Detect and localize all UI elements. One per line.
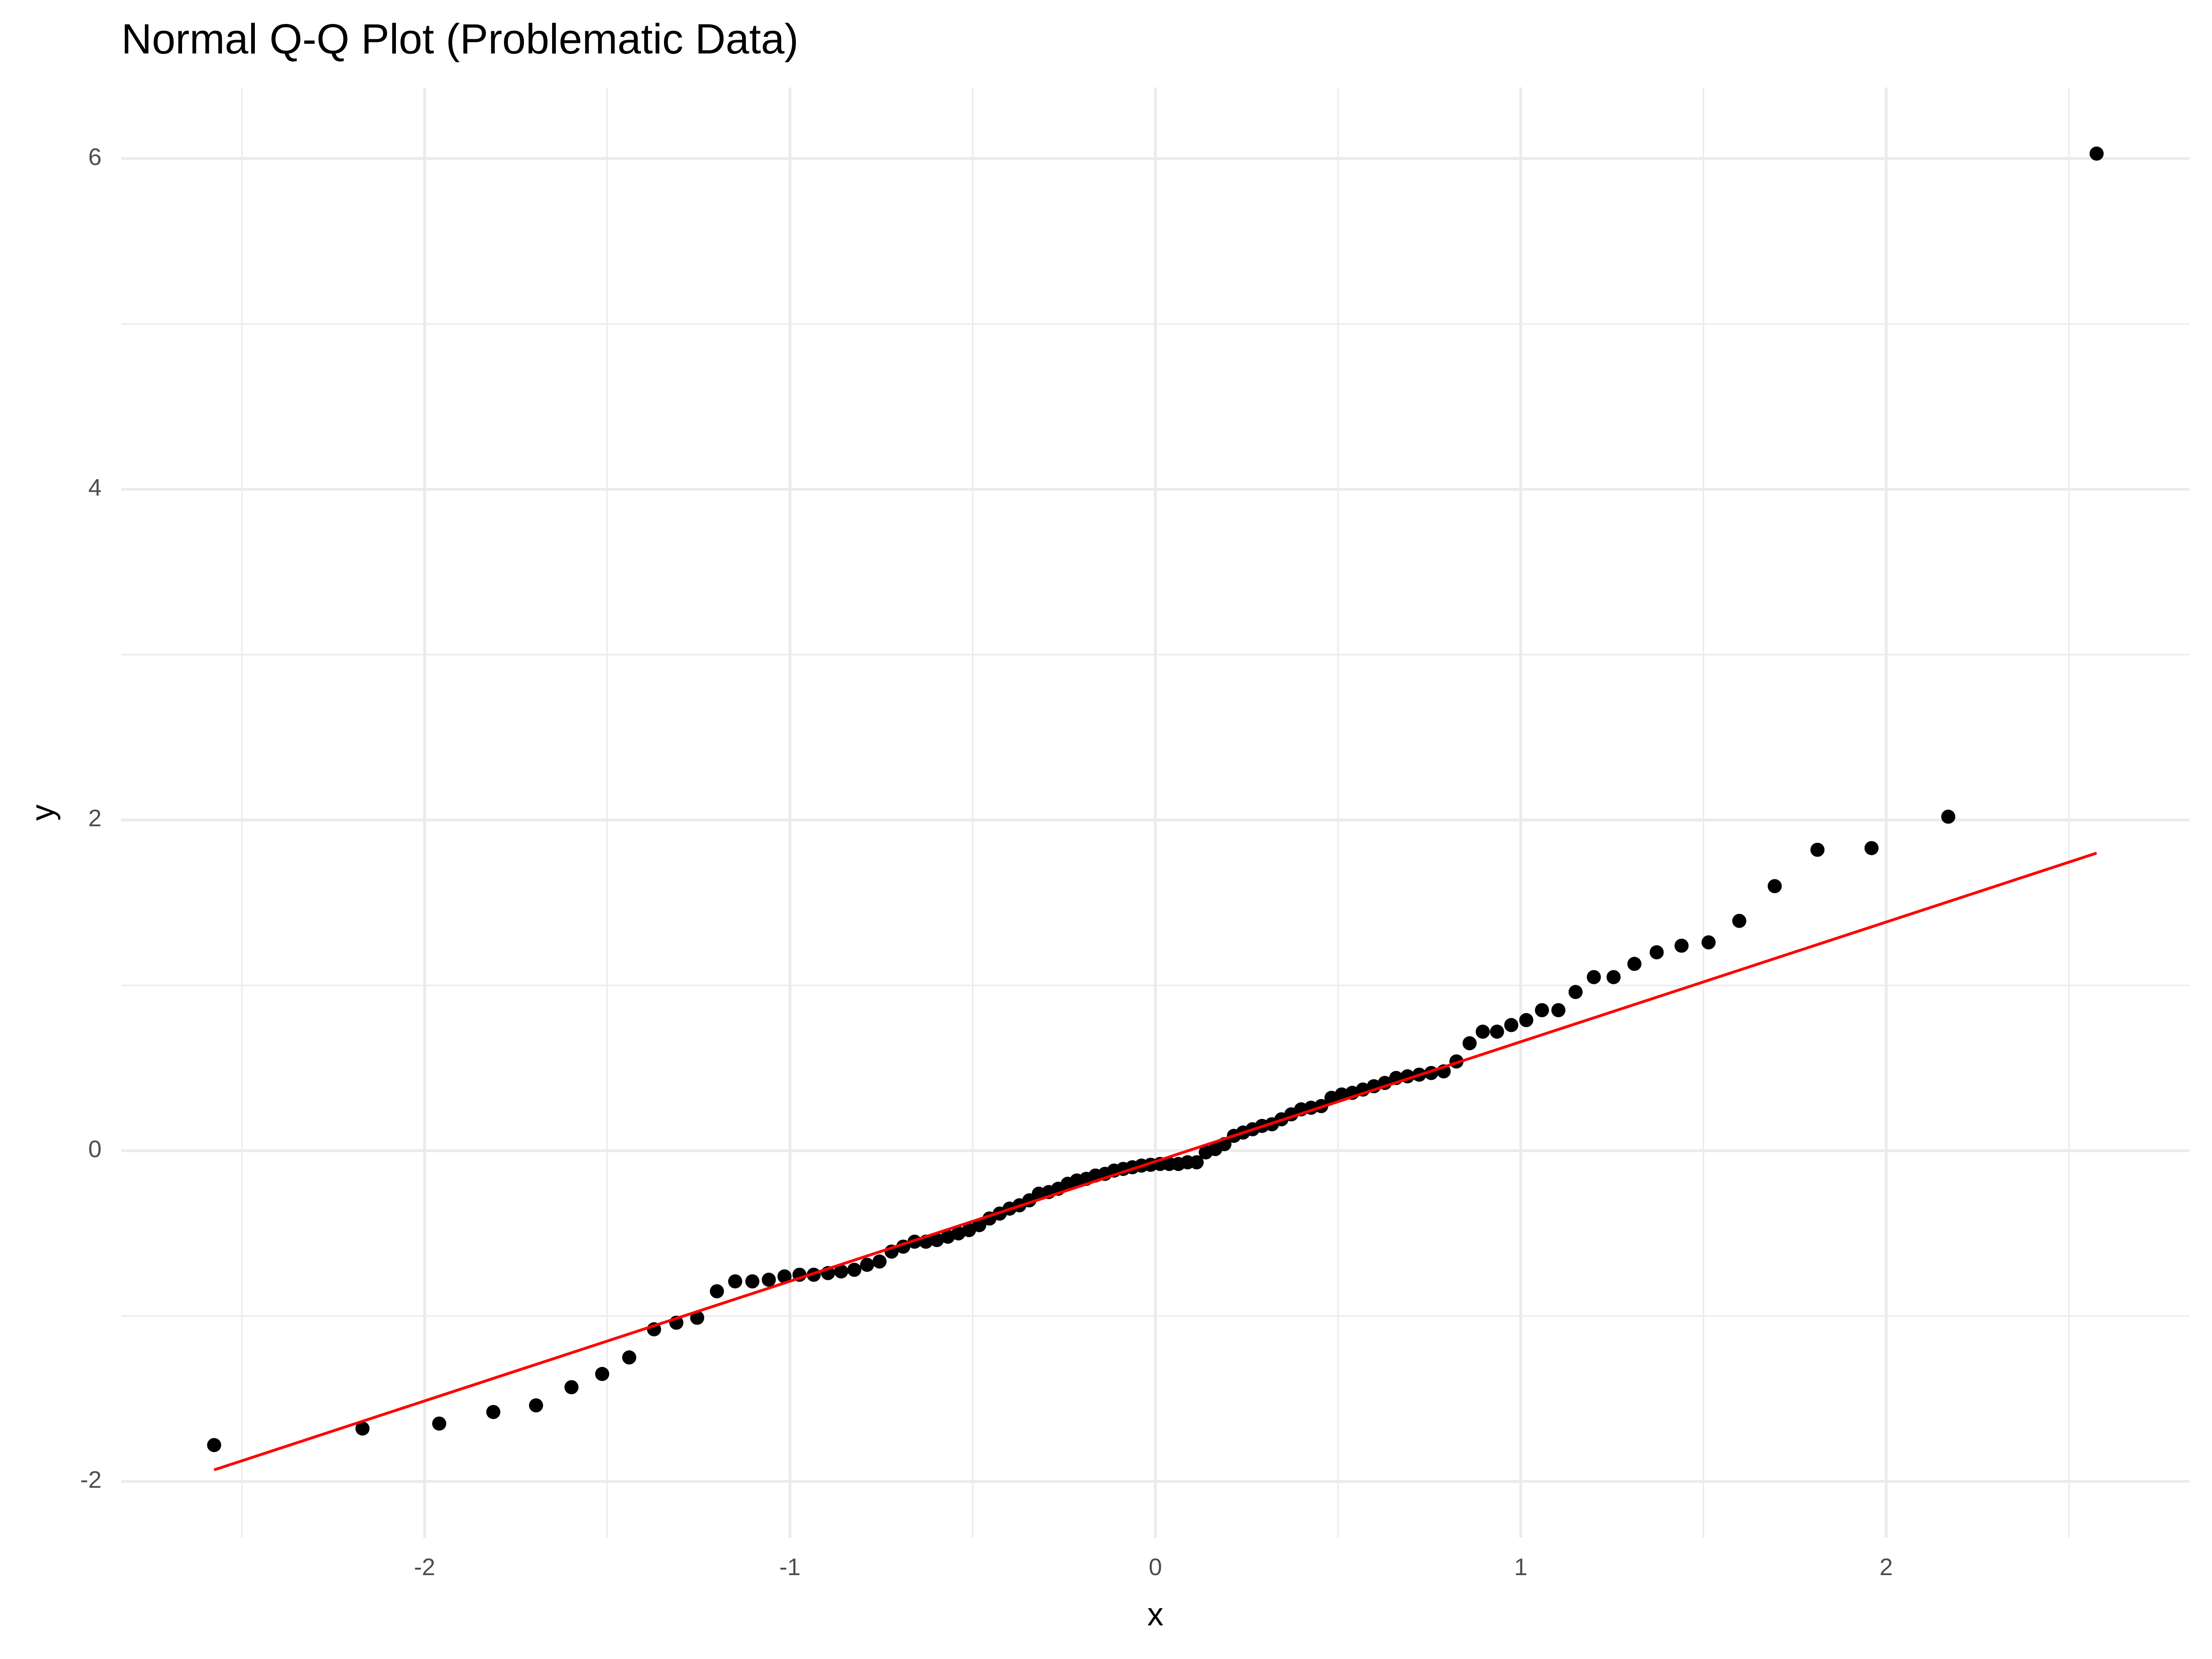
point — [1864, 841, 1879, 855]
point — [872, 1254, 887, 1269]
point — [1568, 985, 1583, 999]
point — [1189, 1155, 1204, 1170]
point — [1649, 945, 1664, 959]
point — [951, 1226, 966, 1241]
point — [622, 1350, 636, 1365]
point — [1462, 1036, 1477, 1051]
point — [1551, 1003, 1566, 1018]
x-tick-label: 2 — [1879, 1554, 1893, 1581]
point — [834, 1264, 848, 1279]
point — [432, 1416, 447, 1431]
point — [529, 1398, 543, 1412]
point — [777, 1269, 792, 1284]
point — [1504, 1018, 1518, 1032]
point — [355, 1421, 370, 1436]
point — [1627, 957, 1641, 971]
point — [1701, 935, 1716, 950]
point — [930, 1233, 944, 1247]
point — [486, 1405, 500, 1419]
x-tick-label: -2 — [414, 1554, 435, 1581]
point — [2089, 147, 2104, 161]
x-tick-label: 0 — [1149, 1554, 1162, 1581]
point — [1587, 970, 1601, 984]
reference-line — [213, 852, 2097, 1471]
y-tick-label: 2 — [88, 805, 101, 832]
y-tick-label: 4 — [88, 475, 101, 501]
y-axis-title: y — [24, 804, 61, 821]
point — [1767, 879, 1782, 894]
grid — [121, 87, 2190, 1538]
point — [710, 1284, 724, 1299]
y-tick-label: 0 — [88, 1136, 101, 1163]
point — [1606, 970, 1621, 984]
point — [1519, 1013, 1534, 1027]
point — [207, 1438, 221, 1453]
point — [745, 1274, 759, 1288]
point — [1941, 809, 1956, 824]
point — [1490, 1024, 1504, 1039]
point — [1810, 842, 1825, 857]
point — [761, 1272, 776, 1287]
point — [1732, 913, 1747, 928]
point — [860, 1258, 874, 1272]
x-tick-label: 1 — [1514, 1554, 1528, 1581]
point — [595, 1367, 610, 1381]
y-tick-label: 6 — [88, 144, 101, 171]
y-tick-label: -2 — [80, 1466, 101, 1493]
point — [847, 1263, 862, 1277]
chart-title: Normal Q-Q Plot (Problematic Data) — [121, 16, 799, 63]
point — [728, 1274, 742, 1288]
x-tick-label: -1 — [779, 1554, 800, 1581]
point — [1535, 1003, 1549, 1018]
x-axis-title: x — [1147, 1596, 1164, 1632]
point — [1674, 938, 1689, 953]
point — [564, 1380, 579, 1394]
point — [1476, 1024, 1490, 1039]
point — [941, 1230, 955, 1244]
